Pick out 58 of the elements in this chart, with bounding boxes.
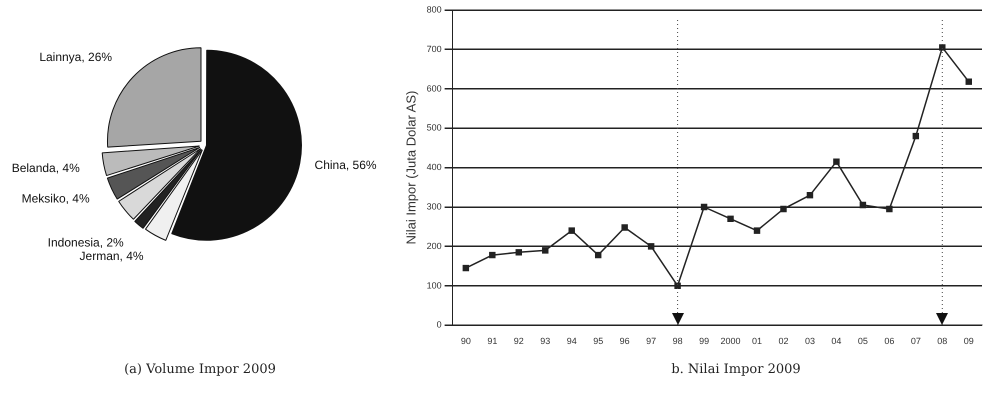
x-tick-label: 07 bbox=[910, 336, 921, 346]
x-tick-label: 04 bbox=[831, 336, 842, 346]
point bbox=[674, 282, 681, 290]
point bbox=[912, 132, 920, 140]
point bbox=[594, 252, 602, 258]
x-tick-label: 09 bbox=[964, 336, 974, 346]
x-tick-label: 02 bbox=[778, 336, 788, 346]
y-tick-label: 0 bbox=[436, 320, 442, 330]
point bbox=[754, 227, 760, 234]
slice-label: Indonesia, 2% bbox=[48, 236, 124, 250]
point bbox=[860, 202, 866, 208]
point bbox=[780, 206, 787, 212]
point bbox=[462, 264, 470, 272]
x-tick-label: 92 bbox=[514, 336, 524, 346]
y-tick-label: 700 bbox=[426, 44, 442, 54]
x-tick-label: 98 bbox=[672, 336, 683, 346]
y-tick-label: 400 bbox=[426, 162, 442, 172]
x-tick-label: 99 bbox=[699, 336, 710, 346]
point bbox=[542, 247, 548, 254]
x-tick-label: 96 bbox=[620, 336, 630, 346]
x-tick-label: 05 bbox=[858, 336, 868, 346]
x-tick-label: 2000 bbox=[720, 336, 741, 346]
point bbox=[886, 206, 893, 212]
text: (a) Volume Impor 2009 bbox=[123, 362, 277, 377]
y-tick-label: 300 bbox=[426, 201, 442, 212]
x-tick-label: 94 bbox=[566, 336, 577, 346]
point bbox=[806, 192, 814, 198]
point bbox=[939, 44, 946, 51]
point bbox=[489, 252, 496, 258]
point bbox=[621, 224, 628, 231]
x-tick-label: 06 bbox=[884, 336, 894, 346]
slice-label: Jerman, 4% bbox=[80, 249, 144, 264]
x-tick-label: 03 bbox=[804, 336, 815, 346]
point bbox=[966, 78, 972, 85]
y-tick-label: 100 bbox=[426, 280, 442, 290]
x-tick-label: 93 bbox=[540, 336, 550, 346]
x-tick-label: 97 bbox=[646, 336, 656, 346]
x-tick-label: 95 bbox=[593, 336, 604, 346]
point bbox=[833, 158, 840, 165]
point bbox=[700, 204, 708, 210]
point bbox=[516, 249, 522, 256]
y-tick-label: 200 bbox=[426, 240, 442, 251]
x-tick-label: 90 bbox=[460, 336, 471, 346]
x-tick-label: 01 bbox=[752, 336, 762, 346]
y-tick-label: 500 bbox=[426, 122, 442, 133]
slice-label: Meksiko, 4% bbox=[22, 192, 90, 206]
y-axis-title: Nilai Impor (Juta Dolar AS) bbox=[403, 90, 418, 245]
text: b. Nilai Impor 2009 bbox=[670, 362, 802, 377]
point bbox=[648, 243, 654, 250]
slice-label: Belanda, 4% bbox=[12, 161, 80, 176]
slice-label: China, 56% bbox=[314, 158, 377, 172]
x-tick-label: 91 bbox=[487, 336, 498, 346]
x-tick-label: 08 bbox=[937, 336, 948, 346]
y-tick-label: 600 bbox=[426, 83, 442, 94]
y-tick-label: 800 bbox=[426, 4, 442, 14]
point bbox=[568, 227, 575, 234]
point bbox=[727, 216, 734, 222]
slice-label: Lainnya, 26% bbox=[39, 50, 112, 64]
